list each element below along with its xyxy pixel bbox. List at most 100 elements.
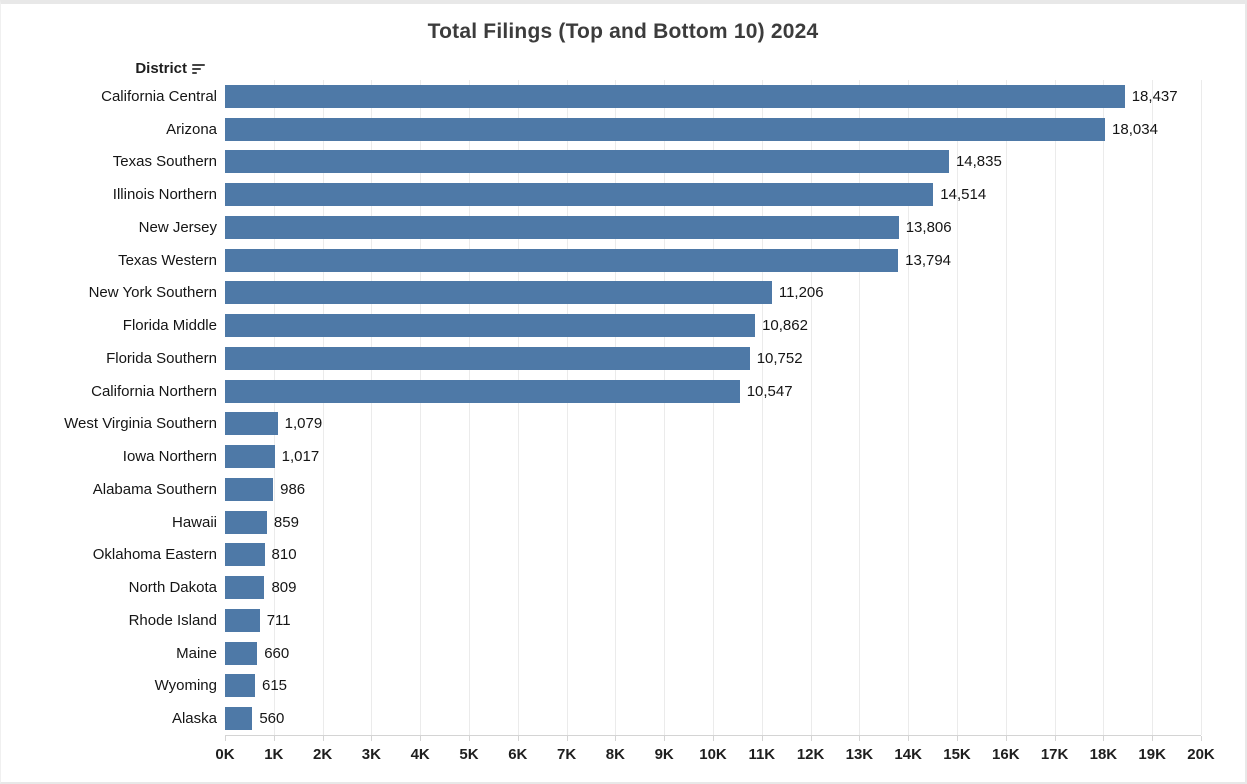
district-row-label[interactable]: Arizona — [166, 120, 217, 138]
axis-tick-label: 7K — [557, 746, 577, 763]
axis-tick-label: 13K — [845, 746, 874, 763]
axis-tick-label: 11K — [748, 746, 776, 763]
bar-track: 18,437 — [225, 80, 1201, 113]
district-row-label[interactable]: Texas Western — [118, 251, 217, 269]
district-row-label[interactable]: Oklahoma Eastern — [92, 546, 217, 564]
district-row-label[interactable]: Florida Middle — [122, 317, 217, 335]
axis-tick-mark — [1005, 736, 1007, 741]
axis-tick-label: 16K — [992, 746, 1020, 763]
district-row-label[interactable]: Texas Southern — [112, 153, 217, 171]
bar-row: New York Southern 11,206 — [1, 277, 1245, 310]
axis-tick-label: 3K — [361, 746, 381, 763]
district-row-label[interactable]: Florida Southern — [106, 349, 217, 367]
district-row-label[interactable]: Illinois Northern — [112, 186, 217, 204]
axis-tick-mark — [957, 736, 958, 741]
axis-tick-mark — [469, 736, 470, 741]
bar-track: 1,017 — [225, 440, 1201, 473]
x-axis: 0K 1K 2K 3K 4K 5K 6K 7K 8K 9K 10K 11K 12K 13K 14K 15K 16… — [215, 735, 1215, 780]
bar-row: Wyoming 615 — [1, 670, 1245, 703]
bar[interactable] — [225, 412, 278, 436]
bar-row: Hawaii 859 — [1, 506, 1245, 539]
bar-value-label: 615 — [262, 677, 288, 695]
district-row-label[interactable]: Iowa Northern — [122, 448, 217, 466]
bar-value-label: 18,034 — [1112, 120, 1158, 138]
bar[interactable] — [225, 379, 740, 403]
bar-row: California Northern 10,547 — [1, 375, 1245, 408]
district-row-label[interactable]: Rhode Island — [128, 611, 217, 629]
district-row-label[interactable]: California Northern — [91, 382, 217, 400]
bar[interactable] — [225, 445, 275, 469]
axis-tick-mark — [761, 736, 763, 741]
bar-row: Rhode Island 711 — [1, 604, 1245, 637]
axis-tick-mark — [664, 736, 666, 741]
bar-row: Oklahoma Eastern 810 — [1, 539, 1245, 572]
district-row-label[interactable]: New Jersey — [138, 218, 217, 236]
bar-row: Arizona 18,034 — [1, 113, 1245, 146]
bar-rows: California Central 18,437 Arizona 18,034 Tex… — [1, 80, 1245, 735]
district-header-label: District — [135, 59, 187, 77]
bar[interactable] — [225, 477, 274, 501]
bar-value-label: 10,752 — [756, 349, 803, 367]
plot-area: California Central 18,437 Arizona 18,034 Tex… — [1, 80, 1245, 735]
bar[interactable] — [225, 150, 949, 174]
axis-tick-label: 1K — [264, 746, 284, 763]
bar-value-label: 18,437 — [1131, 87, 1178, 105]
bar-track: 10,547 — [225, 375, 1201, 408]
district-row-label[interactable]: Alabama Southern — [92, 480, 217, 498]
bar-row: Alabama Southern 986 — [1, 473, 1245, 506]
axis-tick-label: 10K — [699, 746, 727, 763]
bar[interactable] — [225, 248, 899, 272]
district-row-label[interactable]: Maine — [176, 644, 217, 662]
bar-row: Florida Middle 10,862 — [1, 309, 1245, 342]
bar[interactable] — [225, 314, 756, 338]
bar-value-label: 809 — [271, 579, 297, 597]
bar[interactable] — [225, 510, 267, 534]
bar[interactable] — [225, 576, 265, 600]
axis-tick-mark — [1103, 736, 1105, 741]
bar-track: 986 — [225, 473, 1201, 506]
bar-value-label: 711 — [266, 611, 291, 629]
bar-row: Maine 660 — [1, 637, 1245, 670]
bar[interactable] — [225, 117, 1106, 141]
bar-value-label: 1,017 — [281, 448, 320, 466]
bar-track: 810 — [225, 539, 1201, 572]
bar-track: 660 — [225, 637, 1201, 670]
sort-descending-icon[interactable] — [192, 62, 205, 74]
axis-tick-mark — [859, 736, 861, 741]
bar-row: Texas Southern 14,835 — [1, 146, 1245, 179]
bar[interactable] — [225, 608, 260, 632]
bar[interactable] — [225, 346, 750, 370]
bar[interactable] — [225, 183, 934, 207]
axis-tick-mark — [225, 736, 226, 741]
bar-track: 13,794 — [225, 244, 1201, 277]
axis-tick-mark — [420, 736, 422, 741]
bar-track: 18,034 — [225, 113, 1201, 146]
bar[interactable] — [225, 543, 265, 567]
axis-tick-label: 19K — [1138, 746, 1166, 763]
bar-value-label: 859 — [273, 513, 299, 531]
district-column-header[interactable]: District — [1, 56, 225, 80]
bar[interactable] — [225, 281, 772, 305]
bar[interactable] — [225, 84, 1125, 108]
district-row-label[interactable]: North Dakota — [128, 579, 217, 597]
bar[interactable] — [225, 674, 255, 698]
bar[interactable] — [225, 215, 899, 239]
bar-track: 809 — [225, 571, 1201, 604]
bar-value-label: 986 — [280, 480, 306, 498]
district-row-label[interactable]: Alaska — [171, 710, 217, 728]
axis-tick-label: 17K — [1040, 746, 1069, 763]
axis-tick-label: 5K — [459, 746, 479, 763]
bar[interactable] — [225, 707, 253, 731]
district-row-label[interactable]: Hawaii — [171, 513, 217, 531]
bar[interactable] — [225, 641, 258, 665]
district-row-label[interactable]: California Central — [101, 87, 217, 105]
district-row-label[interactable]: New York Southern — [88, 284, 217, 302]
bar-track: 10,862 — [225, 309, 1201, 342]
district-row-label[interactable]: West Virginia Southern — [64, 415, 217, 433]
district-row-label[interactable]: Wyoming — [154, 677, 217, 695]
axis-tick-label: 9K — [654, 746, 674, 763]
bar-track: 13,806 — [225, 211, 1201, 244]
bar-row: Iowa Northern 1,017 — [1, 440, 1245, 473]
bar-row: New Jersey 13,806 — [1, 211, 1245, 244]
